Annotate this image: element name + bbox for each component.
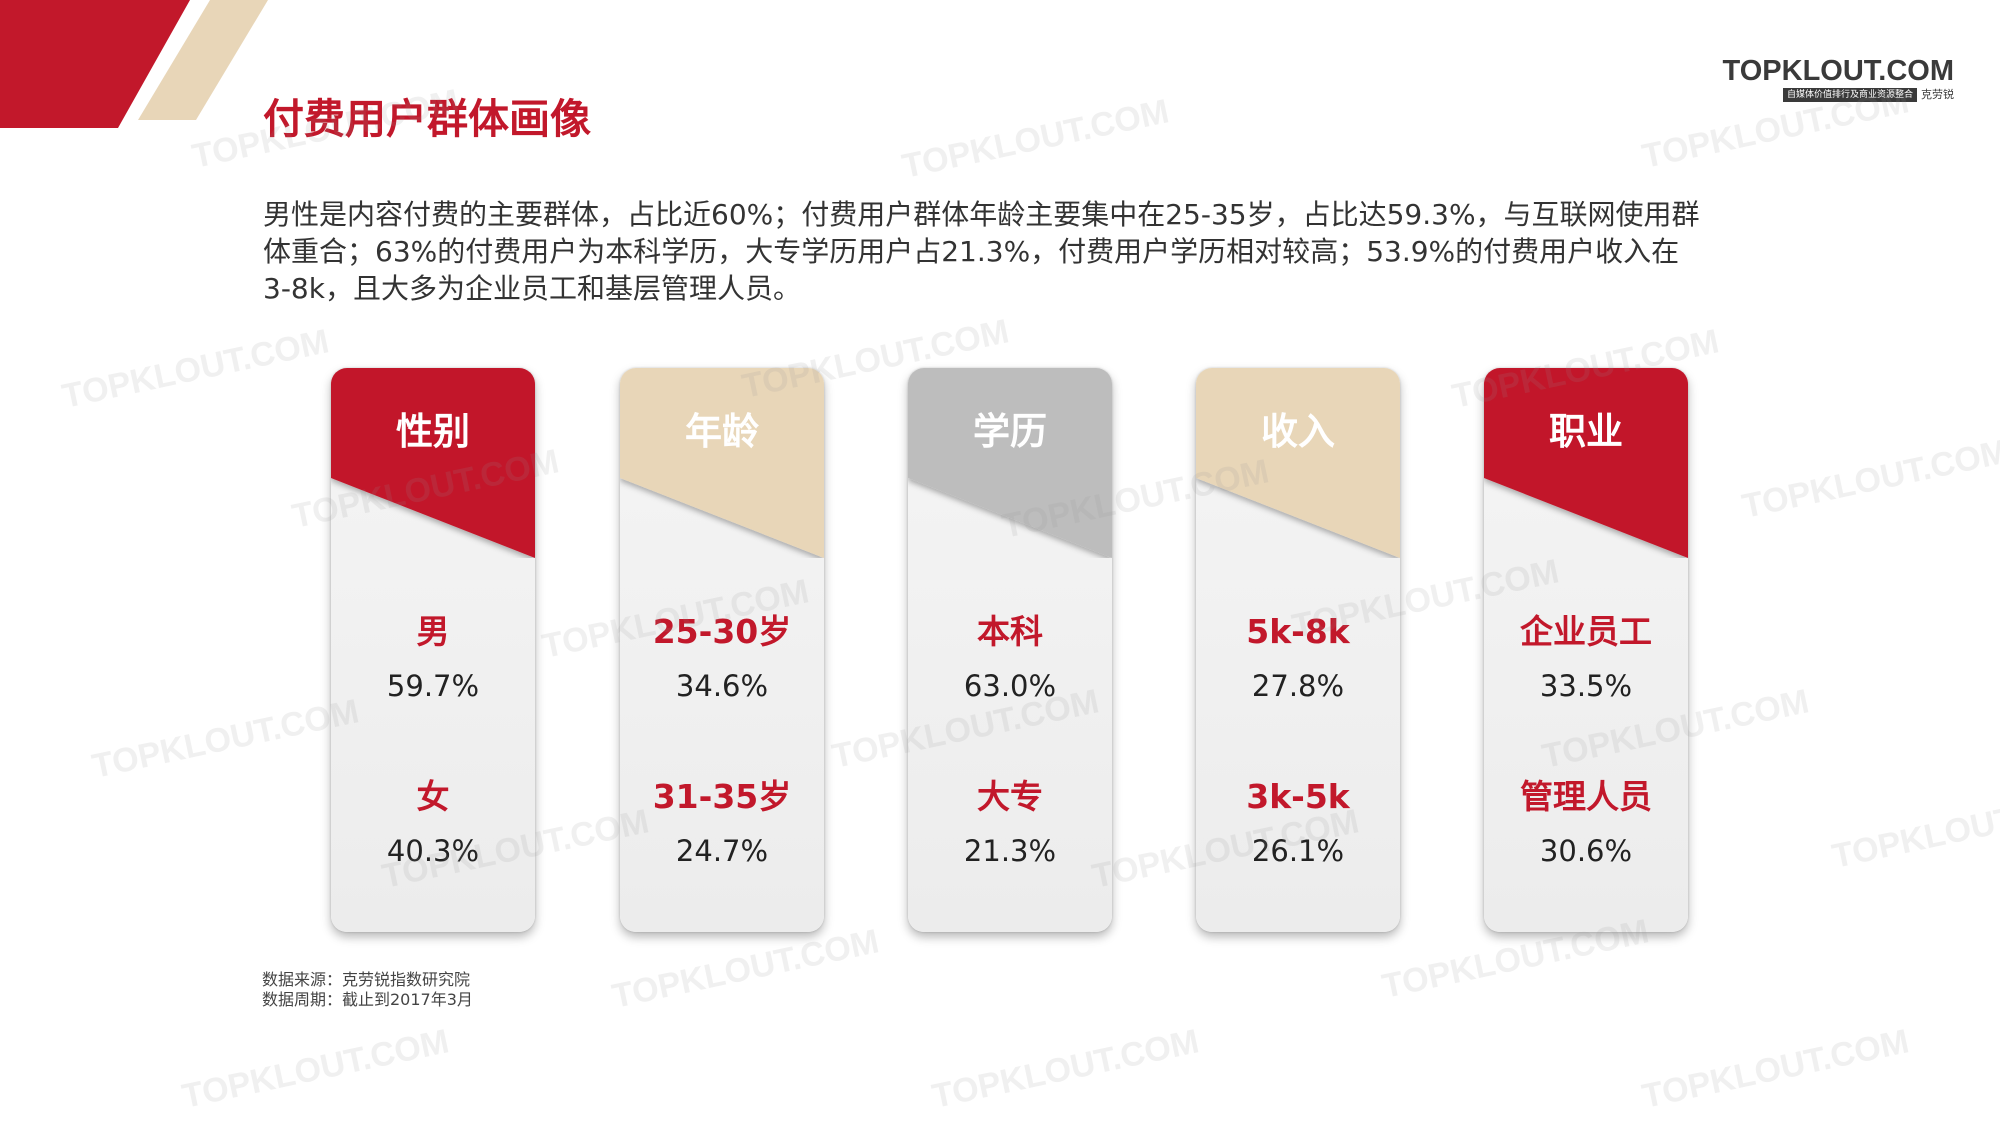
watermark: TOPKLOUT.COM: [1828, 782, 2000, 876]
corner-decoration: [0, 0, 268, 128]
card-income: 收入 5k-8k 27.8% 3k-5k 26.1%: [1196, 368, 1400, 932]
card-age: 年龄 25-30岁 34.6% 31-35岁 24.7%: [620, 368, 824, 932]
item-value: 63.0%: [963, 669, 1057, 703]
page-title: 付费用户群体画像: [263, 95, 591, 143]
card-title: 性别: [396, 410, 470, 453]
item-value: 40.3%: [386, 834, 480, 868]
card-title: 收入: [1261, 410, 1335, 453]
item-label: 本科: [977, 612, 1043, 651]
item-label: 25-30岁: [652, 612, 792, 651]
card-occupation: 职业 企业员工 33.5% 管理人员 30.6%: [1484, 368, 1688, 932]
item-label: 男: [416, 612, 450, 651]
item-label: 女: [416, 777, 450, 816]
watermark: TOPKLOUT.COM: [1738, 432, 2000, 526]
card-title: 职业: [1549, 410, 1623, 453]
card-header: 收入: [1196, 368, 1400, 558]
item-value: 34.6%: [675, 669, 769, 703]
watermark: TOPKLOUT.COM: [928, 1022, 1203, 1116]
watermark: TOPKLOUT.COM: [1638, 1022, 1913, 1116]
item-value: 26.1%: [1251, 834, 1345, 868]
card-header: 年龄: [620, 368, 824, 558]
item-value: 30.6%: [1539, 834, 1633, 868]
item-label: 企业员工: [1520, 612, 1652, 651]
card-title: 学历: [973, 410, 1047, 453]
item-value: 21.3%: [963, 834, 1057, 868]
watermark: TOPKLOUT.COM: [178, 1022, 453, 1116]
card-header: 学历: [908, 368, 1112, 558]
logo-brand-name: 克劳锐: [1921, 88, 1954, 101]
card-gender: 性别 男 59.7% 女 40.3%: [331, 368, 535, 932]
item-value: 24.7%: [675, 834, 769, 868]
source-line: 数据来源：克劳锐指数研究院: [262, 970, 471, 989]
item-value: 27.8%: [1251, 669, 1345, 703]
card-header: 职业: [1484, 368, 1688, 558]
logo-text: TOPKLOUT.COM: [1722, 55, 1954, 87]
item-value: 59.7%: [386, 669, 480, 703]
watermark: TOPKLOUT.COM: [608, 922, 883, 1016]
card-title: 年龄: [685, 410, 759, 453]
item-label: 管理人员: [1520, 777, 1652, 816]
item-label: 3k-5k: [1246, 777, 1350, 816]
card-education: 学历 本科 63.0% 大专 21.3%: [908, 368, 1112, 932]
item-label: 5k-8k: [1246, 612, 1350, 651]
page-description: 男性是内容付费的主要群体，占比近60%；付费用户群体年龄主要集中在25-35岁，…: [263, 198, 1700, 305]
item-label: 31-35岁: [652, 777, 792, 816]
data-source-note: 数据来源：克劳锐指数研究院 数据周期：截止到2017年3月: [262, 970, 473, 1010]
item-value: 33.5%: [1539, 669, 1633, 703]
brand-logo: TOPKLOUT.COM 自媒体价值排行及商业资源整合 克劳锐: [1723, 56, 1954, 102]
watermark: TOPKLOUT.COM: [898, 92, 1173, 186]
logo-tagline: 自媒体价值排行及商业资源整合: [1782, 88, 1917, 102]
item-label: 大专: [977, 777, 1043, 816]
watermark: TOPKLOUT.COM: [88, 692, 363, 786]
period-line: 数据周期：截止到2017年3月: [262, 990, 473, 1009]
card-header: 性别: [331, 368, 535, 558]
watermark: TOPKLOUT.COM: [58, 322, 333, 416]
